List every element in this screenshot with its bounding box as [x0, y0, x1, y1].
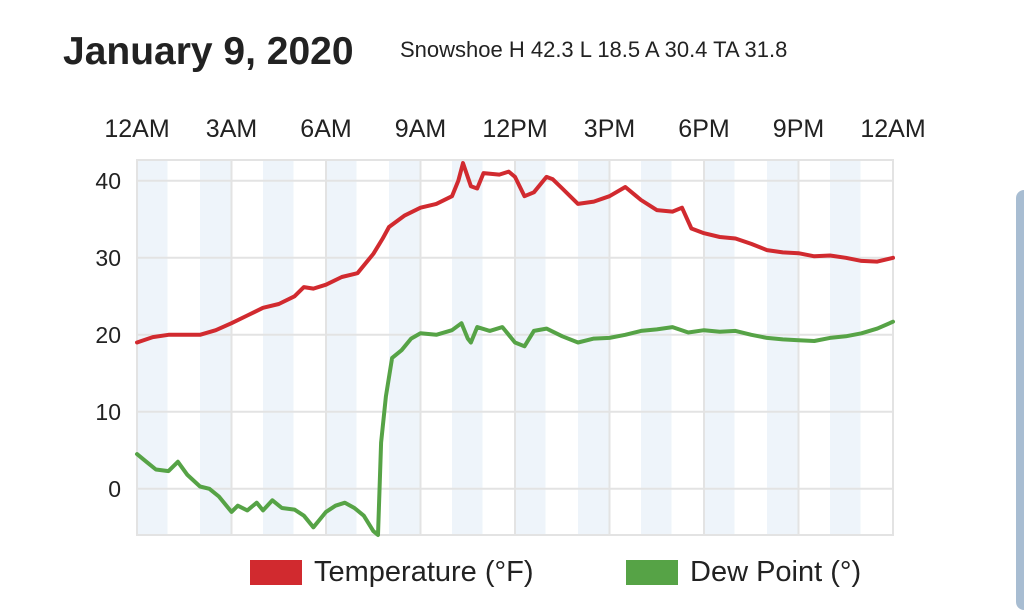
hour-band	[515, 160, 546, 535]
side-panel-edge[interactable]	[1016, 190, 1024, 610]
hour-band	[641, 160, 672, 535]
x-tick-label: 12AM	[860, 115, 925, 143]
hour-band	[452, 160, 483, 535]
hour-band	[767, 160, 798, 535]
temperature-line	[135, 161, 895, 345]
x-tick-label: 12PM	[482, 115, 547, 143]
x-tick-label: 12AM	[104, 115, 169, 143]
y-tick-label: 20	[95, 322, 121, 348]
hour-band	[578, 160, 609, 535]
hour-band	[263, 160, 294, 535]
legend-item-temperature[interactable]: Temperature (°F)	[250, 556, 533, 589]
hour-band	[704, 160, 735, 535]
hour-band	[326, 160, 357, 535]
legend-item-dew-point[interactable]: Dew Point (°)	[626, 556, 861, 589]
temperature-chart: 12AM 3AM 6AM 9AM 12PM 3PM 6PM 9PM 12AM 40 30 20 10 0	[95, 115, 926, 537]
y-tick-label: 30	[95, 245, 121, 271]
legend-swatch-temperature	[250, 560, 302, 585]
x-tick-label: 6PM	[678, 115, 729, 143]
y-tick-label: 40	[95, 168, 121, 194]
x-tick-label: 3PM	[584, 115, 635, 143]
legend-label-dew-point: Dew Point (°)	[690, 556, 862, 588]
x-tick-label: 6AM	[300, 115, 351, 143]
legend-swatch-dew-point	[626, 560, 678, 585]
hour-band	[200, 160, 231, 535]
chart-title: January 9, 2020	[63, 30, 354, 73]
chart-subtitle: Snowshoe H 42.3 L 18.5 A 30.4 TA 31.8	[400, 37, 788, 62]
y-tick-label: 10	[95, 399, 121, 425]
hour-band	[830, 160, 861, 535]
y-tick-label: 0	[108, 476, 121, 502]
dew-point-line	[135, 319, 895, 537]
x-tick-label: 3AM	[206, 115, 257, 143]
x-tick-label: 9PM	[773, 115, 824, 143]
hour-band	[137, 160, 168, 535]
x-tick-label: 9AM	[395, 115, 446, 143]
legend-label-temperature: Temperature (°F)	[314, 556, 534, 588]
